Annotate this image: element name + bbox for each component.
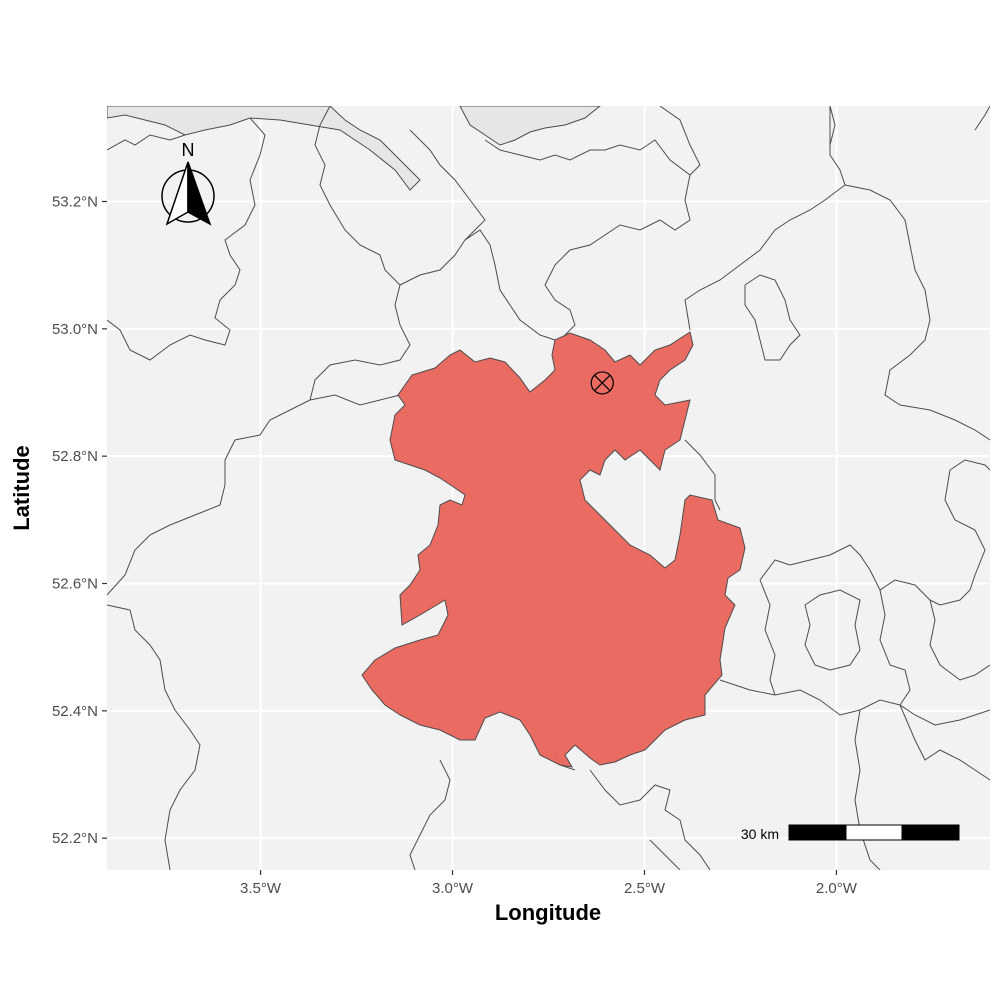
x-axis-title: Longitude: [495, 900, 601, 925]
y-axis-title: Latitude: [9, 445, 34, 531]
region-boundaries: [107, 106, 990, 870]
x-tick-label: 3.5°W: [240, 880, 282, 897]
scale-bar-label: 30 km: [741, 826, 779, 842]
north-arrow-label: N: [182, 140, 195, 160]
y-tick-label: 52.6°N: [52, 576, 98, 593]
highlighted-region[interactable]: [361, 331, 746, 768]
location-marker[interactable]: [590, 371, 614, 395]
scale-bar: 30 km: [741, 824, 960, 842]
x-tick-label: 2.5°W: [624, 880, 666, 897]
scale-bar-segment-2: [845, 824, 903, 841]
sea-estuary: [459, 106, 601, 146]
y-tick-label: 52.8°N: [52, 448, 98, 465]
north-arrow-right-half: [187, 161, 212, 226]
scale-bar-segment-3: [901, 824, 960, 841]
y-tick-label: 53.2°N: [52, 194, 98, 211]
sea-area: [107, 106, 421, 191]
marker-cross-line: [594, 374, 611, 392]
y-tick-label: 52.2°N: [52, 830, 98, 847]
scale-bar-segment-1: [788, 824, 847, 841]
x-tick-label: 2.0°W: [816, 880, 858, 897]
y-tick-label: 53.0°N: [52, 321, 98, 338]
axes: 3.5°W 3.0°W 2.5°W 2.0°W 52.2°N 52.4°N 52.6°N 52…: [52, 194, 858, 898]
marker-circle: [590, 371, 614, 395]
x-tick-label: 3.0°W: [432, 880, 474, 897]
north-arrow: N: [161, 140, 215, 226]
y-tick-label: 52.4°N: [52, 703, 98, 720]
